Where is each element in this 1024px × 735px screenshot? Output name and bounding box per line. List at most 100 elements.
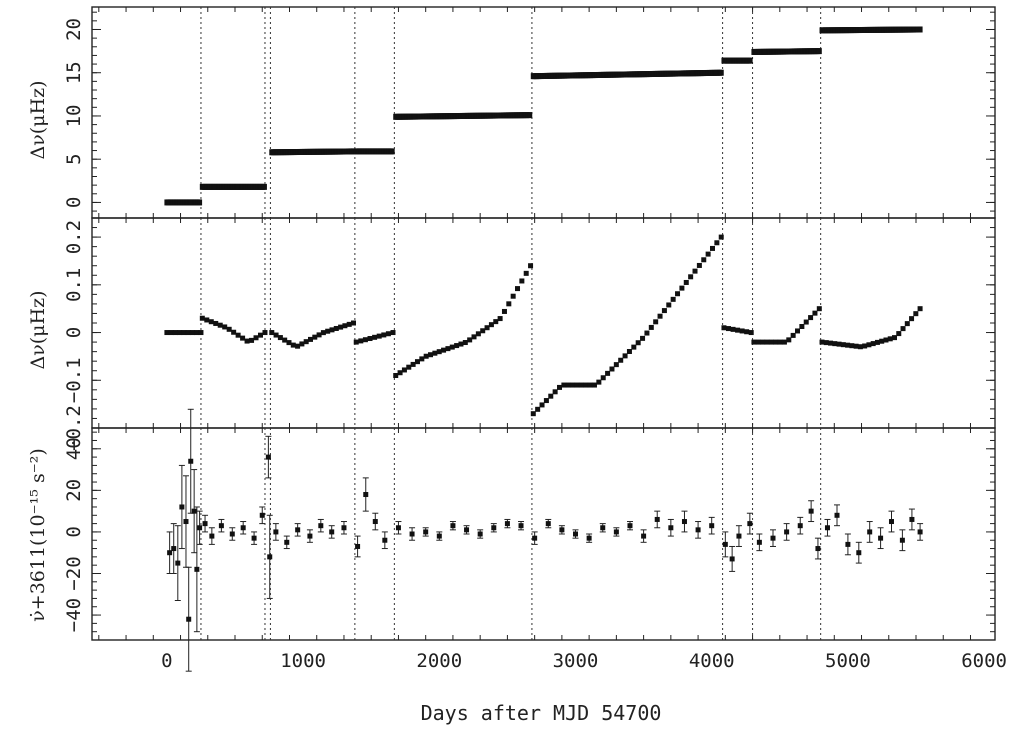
y-tick-label: 0 bbox=[63, 197, 85, 208]
data-point bbox=[467, 337, 473, 343]
data-point bbox=[491, 525, 497, 531]
data-point bbox=[484, 325, 490, 331]
data-point bbox=[504, 521, 510, 527]
y-tick-label: 0 bbox=[63, 526, 85, 537]
data-point bbox=[909, 316, 915, 322]
data-point bbox=[777, 339, 783, 345]
data-point bbox=[235, 332, 241, 338]
data-point bbox=[764, 339, 770, 345]
data-point bbox=[167, 550, 173, 556]
data-point bbox=[194, 330, 200, 336]
data-point bbox=[532, 535, 538, 541]
data-point bbox=[657, 313, 663, 319]
data-point bbox=[458, 341, 464, 347]
data-point bbox=[900, 326, 906, 332]
data-point bbox=[797, 523, 803, 529]
x-tick-label: 5000 bbox=[825, 650, 871, 672]
data-point bbox=[286, 340, 292, 346]
data-point bbox=[480, 328, 486, 334]
data-point bbox=[654, 516, 660, 522]
data-point bbox=[269, 330, 275, 336]
data-point bbox=[803, 319, 809, 325]
data-point bbox=[382, 537, 388, 543]
x-tick-label: 3000 bbox=[553, 650, 599, 672]
data-point bbox=[641, 533, 647, 539]
data-point bbox=[191, 508, 197, 514]
data-point bbox=[557, 384, 563, 390]
data-point bbox=[197, 525, 203, 531]
data-point bbox=[282, 337, 288, 343]
data-point bbox=[917, 26, 923, 33]
y-tick-label: −20 bbox=[63, 556, 85, 590]
data-point bbox=[543, 398, 549, 404]
x-axis-title: Days after MJD 54700 bbox=[421, 701, 662, 725]
data-point bbox=[718, 234, 724, 240]
data-point bbox=[845, 342, 851, 348]
y-tick-label: 0 bbox=[63, 327, 85, 338]
top-y-axis-title: Δν(μHz) bbox=[27, 80, 49, 159]
data-point bbox=[318, 523, 324, 529]
data-point bbox=[312, 334, 318, 340]
data-point bbox=[244, 338, 250, 344]
data-point bbox=[756, 539, 762, 545]
data-point bbox=[735, 327, 741, 333]
data-point bbox=[832, 341, 838, 347]
data-point bbox=[760, 339, 766, 345]
data-point bbox=[701, 257, 707, 263]
data-point bbox=[834, 512, 840, 518]
data-point bbox=[808, 508, 814, 514]
data-point bbox=[573, 531, 579, 537]
y-tick-label: 40 bbox=[63, 437, 85, 460]
data-point bbox=[316, 332, 322, 338]
data-point bbox=[372, 519, 378, 525]
data-point bbox=[773, 339, 779, 345]
data-point bbox=[179, 504, 185, 510]
data-point bbox=[535, 406, 541, 412]
data-point bbox=[338, 324, 344, 330]
data-point bbox=[565, 382, 571, 388]
data-point bbox=[177, 330, 183, 336]
data-point bbox=[401, 367, 407, 373]
data-point bbox=[493, 319, 499, 325]
data-point bbox=[414, 359, 420, 365]
data-point bbox=[530, 411, 536, 417]
data-point bbox=[445, 346, 451, 352]
data-point bbox=[600, 375, 606, 381]
data-point bbox=[181, 330, 187, 336]
data-point bbox=[751, 339, 757, 345]
data-point bbox=[605, 370, 611, 376]
data-point bbox=[755, 339, 761, 345]
data-point bbox=[808, 315, 814, 321]
data-point bbox=[367, 336, 373, 342]
data-point bbox=[578, 382, 584, 388]
data-point bbox=[867, 529, 873, 535]
data-point bbox=[917, 529, 923, 535]
data-point bbox=[609, 366, 615, 372]
data-point bbox=[668, 525, 674, 531]
data-point bbox=[409, 531, 415, 537]
data-point bbox=[523, 270, 529, 276]
data-point bbox=[515, 286, 521, 292]
y-tick-label: 5 bbox=[63, 153, 85, 164]
data-point bbox=[441, 347, 447, 353]
x-tick-label: 4000 bbox=[689, 650, 735, 672]
data-point bbox=[471, 334, 477, 340]
data-point bbox=[539, 402, 545, 408]
data-point bbox=[823, 340, 829, 346]
y-tick-label: 0.2 bbox=[63, 220, 85, 254]
data-point bbox=[648, 324, 654, 330]
data-point bbox=[217, 322, 223, 328]
data-point bbox=[913, 311, 919, 317]
data-point bbox=[695, 527, 701, 533]
data-point bbox=[770, 535, 776, 541]
data-point bbox=[253, 335, 259, 341]
data-point bbox=[449, 344, 455, 350]
data-point bbox=[596, 379, 602, 385]
data-point bbox=[892, 335, 898, 341]
data-point bbox=[781, 339, 787, 345]
data-point bbox=[172, 330, 178, 336]
data-point bbox=[729, 556, 735, 562]
data-point bbox=[351, 148, 357, 155]
data-point bbox=[739, 328, 745, 334]
data-point bbox=[661, 308, 667, 314]
